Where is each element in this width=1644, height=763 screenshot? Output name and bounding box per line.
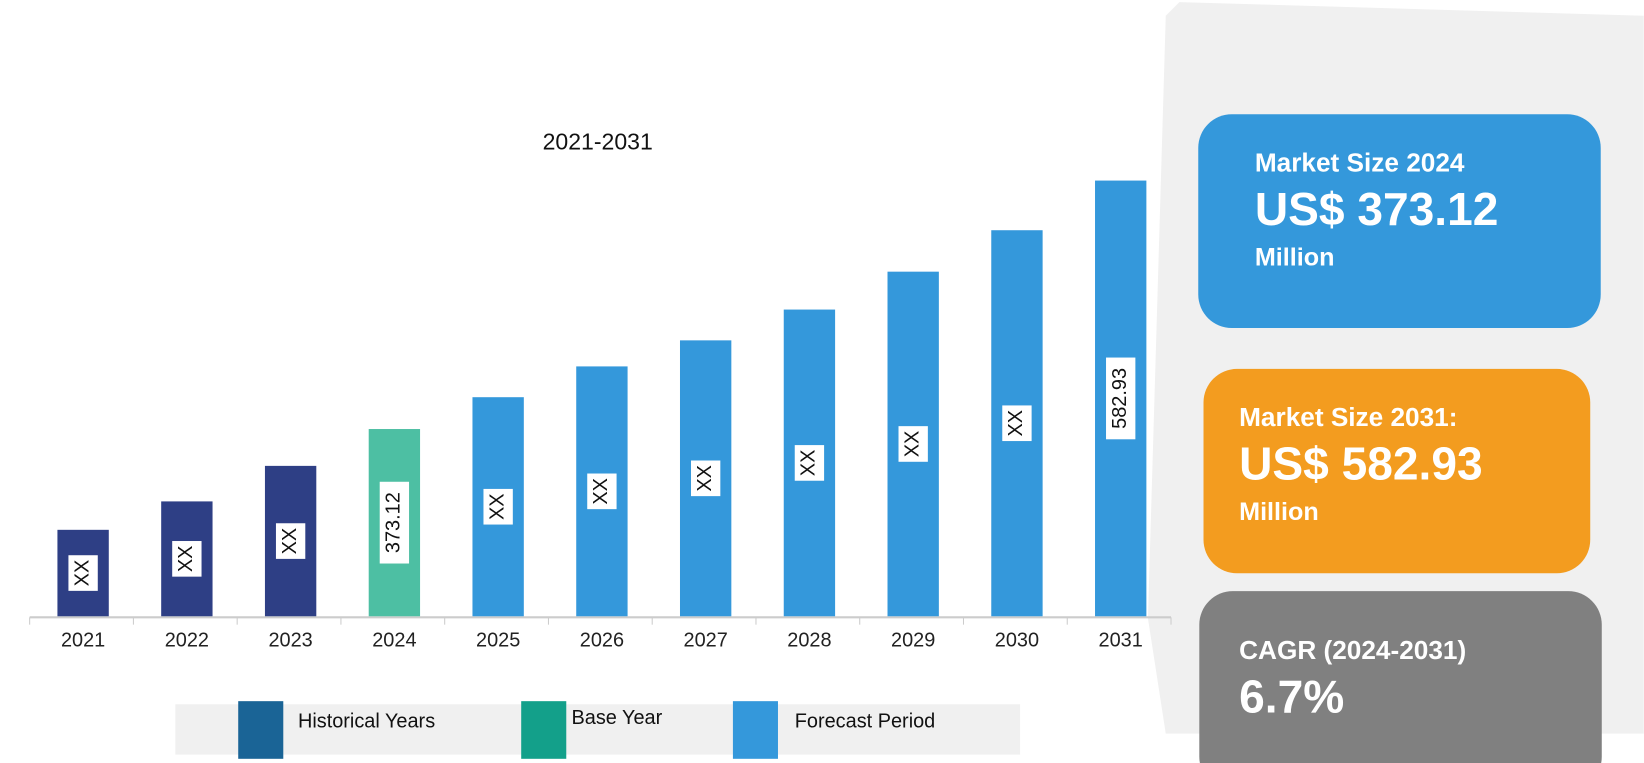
card-value: US$ 582.93 <box>1239 438 1483 490</box>
info-card <box>1199 591 1602 763</box>
value-label-box <box>587 473 617 510</box>
legend-background <box>175 704 1021 755</box>
x-tick-label: 2025 <box>476 630 520 652</box>
value-label: XX <box>175 546 197 573</box>
value-label-box <box>690 460 721 497</box>
value-label: XX <box>694 465 716 492</box>
card-unit: Million <box>1239 498 1319 526</box>
x-tick-label: 2024 <box>372 630 416 652</box>
legend-label: Historical Years <box>298 710 435 732</box>
x-tick-label: 2026 <box>580 630 624 652</box>
value-label: 373.12 <box>383 492 405 553</box>
value-label-box <box>275 523 306 559</box>
card-title: CAGR (2024-2031) <box>1239 635 1466 665</box>
value-label: XX <box>901 431 923 458</box>
x-tick-label: 2030 <box>995 630 1039 652</box>
info-card <box>1203 368 1591 574</box>
legend-swatch <box>732 701 778 759</box>
x-tick-label: 2031 <box>1099 630 1143 652</box>
value-label: 582.93 <box>1109 368 1131 429</box>
value-label: XX <box>798 450 820 477</box>
x-tick-label: 2027 <box>684 630 728 652</box>
value-label-box <box>68 555 98 591</box>
card-value: 6.7% <box>1239 670 1344 722</box>
value-label: XX <box>1005 410 1027 437</box>
card-title: Market Size 2024 <box>1255 147 1465 177</box>
info-card <box>1198 114 1601 329</box>
x-tick-label: 2021 <box>61 630 105 652</box>
value-label-box <box>794 445 825 481</box>
legend-swatch <box>521 701 567 759</box>
legend-label: Forecast Period <box>795 710 936 732</box>
x-tick-label: 2023 <box>268 630 312 652</box>
value-label-box <box>1106 357 1136 440</box>
legend-label: Base Year <box>572 707 663 729</box>
value-label-box <box>172 541 202 577</box>
x-tick-label: 2029 <box>891 630 935 652</box>
x-tick-label: 2028 <box>787 630 831 652</box>
chart-title: 2021-2031 <box>543 129 653 155</box>
value-label: XX <box>279 528 301 555</box>
value-label-box <box>1002 405 1032 442</box>
value-label: XX <box>590 478 612 505</box>
value-label-box <box>898 426 928 462</box>
value-label-box <box>483 488 513 525</box>
value-label: XX <box>486 493 508 520</box>
value-label-box <box>379 481 410 564</box>
legend-swatch <box>238 701 284 759</box>
card-unit: Million <box>1255 244 1335 272</box>
x-tick-label: 2022 <box>165 630 209 652</box>
value-label: XX <box>71 560 93 587</box>
card-value: US$ 373.12 <box>1255 183 1499 235</box>
card-title: Market Size 2031: <box>1239 402 1457 432</box>
